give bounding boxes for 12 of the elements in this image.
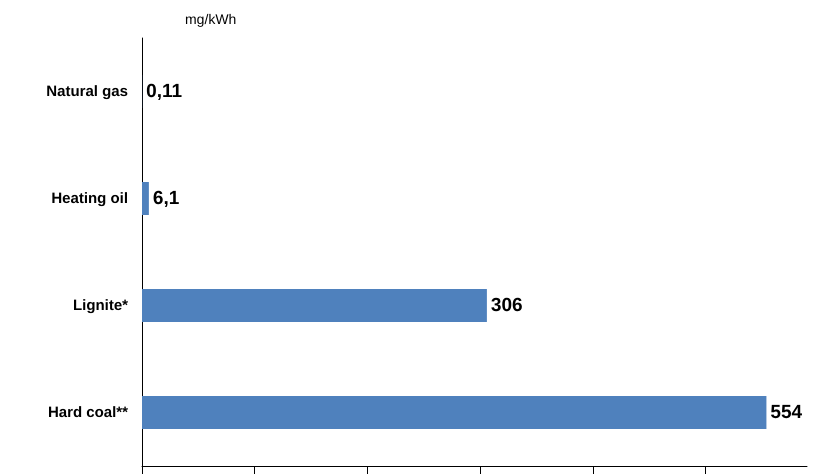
data-label: 554	[770, 402, 803, 423]
y-tick-label: Heating oil	[51, 190, 128, 207]
bar	[142, 289, 487, 322]
data-label: 0,11	[146, 81, 182, 102]
y-tick-label: Natural gas	[46, 83, 128, 100]
bar	[142, 396, 766, 429]
data-label: 6,1	[152, 188, 180, 209]
y-tick-label: Lignite*	[73, 297, 128, 314]
data-label: 306	[490, 295, 523, 316]
x-axis-title: mg/kWh	[185, 11, 236, 27]
bar	[142, 182, 149, 215]
y-tick-label: Hard coal**	[48, 404, 128, 421]
